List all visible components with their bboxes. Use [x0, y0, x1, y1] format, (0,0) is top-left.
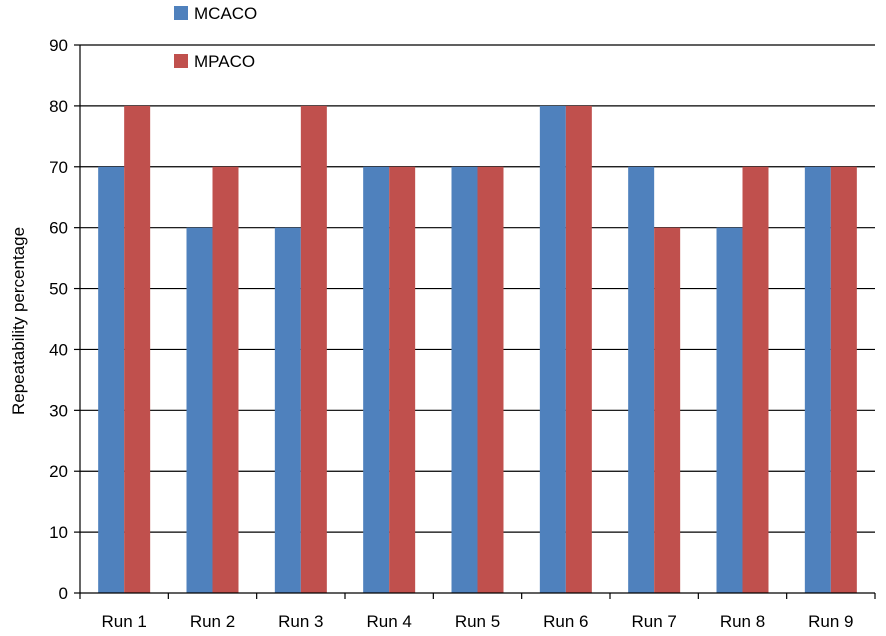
y-tick-label: 30	[49, 401, 68, 420]
legend-label-mcaco: MCACO	[194, 4, 257, 23]
bar-mcaco-run-6	[539, 105, 566, 593]
y-tick-label: 40	[49, 340, 68, 359]
bar-mcaco-run-5	[451, 166, 478, 593]
x-tick-label: Run 7	[631, 612, 676, 631]
bar-mpaco-run-2	[212, 166, 239, 593]
y-tick-label: 90	[49, 36, 68, 55]
y-axis-title: Repeatability percentage	[9, 227, 28, 415]
legend-swatch-mcaco	[174, 6, 188, 20]
bar-mpaco-run-3	[300, 105, 327, 593]
bar-mpaco-run-6	[565, 105, 592, 593]
bar-mpaco-run-5	[477, 166, 504, 593]
y-tick-label: 10	[49, 523, 68, 542]
bar-mcaco-run-7	[628, 166, 655, 593]
bar-mpaco-run-1	[124, 105, 151, 593]
x-tick-label: Run 2	[190, 612, 235, 631]
bar-mcaco-run-4	[363, 166, 390, 593]
axes	[74, 44, 876, 599]
x-tick-label: Run 1	[101, 612, 146, 631]
y-tick-label: 80	[49, 97, 68, 116]
y-tick-label: 70	[49, 158, 68, 177]
bar-mcaco-run-2	[186, 227, 213, 593]
x-tick-label: Run 9	[808, 612, 853, 631]
bar-mcaco-run-3	[274, 227, 301, 593]
x-tick-label: Run 6	[543, 612, 588, 631]
bar-mpaco-run-9	[830, 166, 857, 593]
bar-mcaco-run-8	[716, 227, 743, 593]
y-tick-label: 0	[59, 584, 68, 603]
x-tick-label: Run 8	[720, 612, 765, 631]
x-tick-label: Run 3	[278, 612, 323, 631]
bar-mpaco-run-8	[742, 166, 769, 593]
bar-mpaco-run-4	[389, 166, 416, 593]
bar-mcaco-run-1	[98, 166, 125, 593]
legend-label-mpaco: MPACO	[194, 52, 255, 71]
y-tick-label: 20	[49, 462, 68, 481]
x-tick-label: Run 4	[366, 612, 411, 631]
tick-labels: 0 10 20 30 40 50 60 70 80 90 Run 1 Run 2 Run 3 Run 4 R…	[49, 36, 853, 631]
bar-mpaco-run-7	[654, 227, 681, 593]
legend: MCACO MPACO	[174, 4, 257, 71]
y-tick-label: 60	[49, 219, 68, 238]
legend-swatch-mpaco	[174, 54, 188, 68]
bar-mcaco-run-9	[804, 166, 831, 593]
y-tick-label: 50	[49, 280, 68, 299]
bars	[98, 105, 857, 593]
x-tick-label: Run 5	[455, 612, 500, 631]
